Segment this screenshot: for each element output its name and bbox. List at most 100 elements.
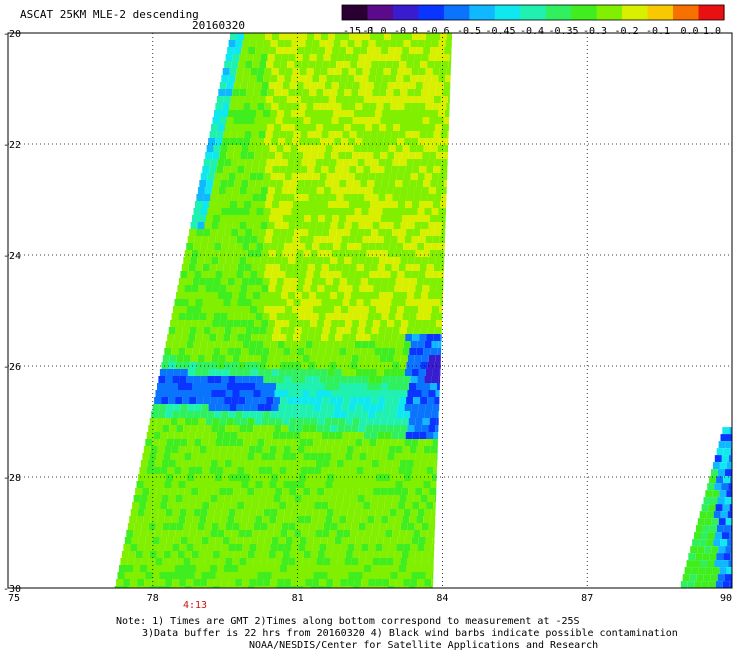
wind-cell <box>171 516 179 523</box>
wind-cell <box>346 383 353 390</box>
wind-cell <box>166 369 174 376</box>
wind-cell <box>722 427 730 435</box>
wind-cell <box>437 278 444 285</box>
wind-cell <box>298 579 306 586</box>
wind-cell <box>212 586 220 588</box>
wind-cell <box>221 341 229 348</box>
wind-cell <box>275 453 283 460</box>
wind-cell <box>354 579 362 586</box>
wind-cell <box>187 572 195 579</box>
wind-cell <box>232 222 240 229</box>
wind-cell <box>398 467 406 474</box>
wind-cell <box>233 453 241 460</box>
wind-cell <box>337 89 345 96</box>
wind-cell <box>210 530 218 537</box>
wind-cell <box>292 103 300 110</box>
wind-cell <box>299 138 307 145</box>
wind-cell <box>129 516 137 523</box>
wind-cell <box>297 516 305 523</box>
wind-cell <box>236 306 243 313</box>
wind-cell <box>184 551 192 558</box>
wind-cell <box>305 110 312 117</box>
wind-cell <box>321 166 329 173</box>
wind-cell <box>255 313 263 320</box>
wind-cell <box>145 474 152 481</box>
wind-cell <box>238 397 246 404</box>
wind-cell <box>355 103 363 110</box>
wind-cell <box>228 509 236 516</box>
wind-cell <box>440 166 448 173</box>
wind-cell <box>209 502 217 509</box>
wind-cell <box>193 208 201 215</box>
wind-cell <box>167 467 175 474</box>
wind-cell <box>409 481 417 488</box>
wind-cell <box>370 502 378 509</box>
wind-cell <box>322 362 330 369</box>
wind-cell <box>325 180 333 187</box>
wind-cell <box>301 229 309 236</box>
wind-cell <box>376 474 383 481</box>
wind-cell <box>410 544 418 551</box>
wind-cell <box>302 222 310 229</box>
wind-cell <box>308 460 316 467</box>
wind-cell <box>243 271 251 278</box>
wind-cell <box>432 103 440 110</box>
wind-cell <box>247 320 255 327</box>
wind-cell <box>442 222 446 229</box>
wind-cell <box>329 565 336 572</box>
wind-cell <box>440 96 448 103</box>
wind-cell <box>214 509 222 516</box>
wind-cell <box>397 236 405 243</box>
wind-cell <box>203 397 211 404</box>
wind-cell <box>217 565 224 572</box>
wind-cell <box>363 299 371 306</box>
wind-cell <box>213 348 221 355</box>
wind-cell <box>348 271 356 278</box>
wind-cell <box>198 586 206 588</box>
wind-cell <box>165 544 173 551</box>
wind-cell <box>419 334 427 341</box>
wind-cell <box>296 82 304 89</box>
wind-cell <box>291 544 299 551</box>
wind-cell <box>401 586 409 588</box>
wind-cell <box>264 236 272 243</box>
wind-cell <box>320 369 328 376</box>
wind-cell <box>321 131 329 138</box>
wind-cell <box>261 320 269 327</box>
wind-cell <box>234 516 242 523</box>
wind-cell <box>283 180 291 187</box>
wind-cell <box>369 306 376 313</box>
wind-cell <box>158 579 166 586</box>
wind-cell <box>364 327 372 334</box>
wind-cell <box>240 152 248 159</box>
wind-cell <box>263 411 271 418</box>
wind-cell <box>375 341 383 348</box>
wind-cell <box>313 103 321 110</box>
wind-cell <box>331 285 339 292</box>
wind-cell <box>716 525 724 533</box>
wind-cell <box>342 166 350 173</box>
wind-cell <box>174 432 182 439</box>
wind-cell <box>305 40 313 47</box>
wind-cell <box>285 439 293 446</box>
wind-cell <box>303 117 311 124</box>
wind-cell <box>399 229 407 236</box>
wind-cell <box>716 476 724 484</box>
wind-cell <box>175 530 183 537</box>
wind-cell <box>441 159 448 166</box>
wind-cell <box>344 187 352 194</box>
wind-cell <box>307 502 315 509</box>
wind-cell <box>435 355 441 362</box>
wind-cell <box>267 222 275 229</box>
wind-cell <box>307 96 315 103</box>
wind-cell <box>354 110 361 117</box>
wind-cell <box>307 264 315 271</box>
wind-cell <box>285 306 292 313</box>
wind-cell <box>414 187 422 194</box>
wind-cell <box>710 497 718 505</box>
wind-cell <box>186 579 194 586</box>
wind-cell <box>341 537 349 544</box>
wind-cell <box>343 61 351 68</box>
wind-cell <box>164 516 172 523</box>
wind-cell <box>342 432 350 439</box>
